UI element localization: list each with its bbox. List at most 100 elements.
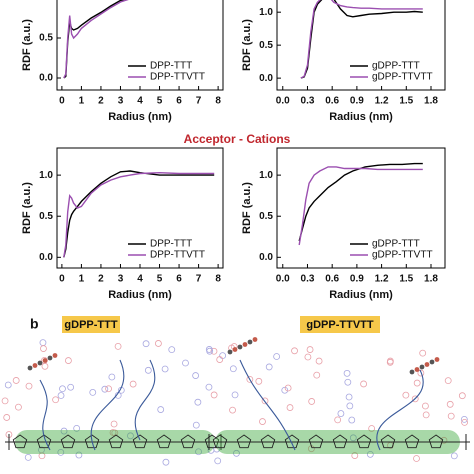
series-line bbox=[63, 170, 215, 258]
ring bbox=[108, 434, 124, 449]
ion bbox=[41, 362, 49, 370]
atom bbox=[37, 360, 43, 366]
x-tick-label: 2 bbox=[98, 96, 104, 107]
x-tick-label: 4 bbox=[137, 96, 143, 107]
plot-frame bbox=[276, 0, 446, 91]
ion bbox=[411, 395, 419, 403]
ion bbox=[192, 421, 200, 429]
ion bbox=[12, 377, 20, 384]
ion bbox=[351, 452, 359, 459]
ring bbox=[428, 434, 444, 449]
plot-frame bbox=[276, 147, 446, 269]
legend-label: DPP-TTT bbox=[150, 61, 192, 72]
ion bbox=[89, 389, 97, 396]
ion bbox=[419, 349, 427, 357]
x-tick-label: 6 bbox=[176, 96, 182, 107]
x-tick-label: 1.2 bbox=[375, 96, 389, 107]
atom bbox=[247, 339, 253, 345]
ion bbox=[343, 369, 351, 377]
ion bbox=[194, 398, 202, 406]
x-tick-label: 0 bbox=[59, 96, 65, 107]
y-tick-label: 0.0 bbox=[259, 252, 273, 263]
x-tick-label: 3 bbox=[118, 96, 124, 107]
x-tick-label: 0.6 bbox=[325, 96, 339, 107]
ion bbox=[40, 345, 47, 352]
x-tick-label: 0.0 bbox=[276, 96, 290, 107]
ion bbox=[168, 346, 176, 354]
ion bbox=[4, 381, 12, 389]
ion bbox=[161, 365, 169, 373]
atom bbox=[414, 367, 420, 372]
ion bbox=[105, 385, 112, 393]
ring bbox=[236, 434, 252, 449]
x-tick-label: 1 bbox=[79, 96, 85, 107]
x-tick-label: 0.9 bbox=[350, 96, 364, 107]
y-tick-label: 0.5 bbox=[39, 33, 53, 44]
x-axis-label: Radius (nm) bbox=[329, 289, 393, 301]
ion bbox=[144, 366, 152, 374]
ion bbox=[386, 358, 394, 366]
x-tick-label: 8 bbox=[215, 96, 221, 107]
side-chain bbox=[239, 359, 296, 451]
ring bbox=[204, 434, 220, 449]
x-tick-label: 5 bbox=[157, 274, 163, 285]
ring bbox=[212, 434, 228, 449]
molecule-diagram bbox=[1, 337, 470, 466]
series-line bbox=[298, 162, 423, 242]
ion bbox=[450, 452, 458, 460]
x-tick-label: 0.6 bbox=[325, 274, 339, 285]
ring bbox=[132, 434, 148, 449]
ion bbox=[157, 406, 165, 413]
ring bbox=[12, 434, 28, 449]
ring bbox=[60, 434, 76, 449]
ion bbox=[233, 449, 240, 457]
y-axis-label: RDF (a.u.) bbox=[241, 19, 253, 71]
ion bbox=[246, 375, 254, 383]
ring bbox=[156, 434, 172, 449]
x-tick-label: 0.3 bbox=[301, 96, 315, 107]
ion bbox=[142, 340, 150, 348]
ion bbox=[413, 455, 420, 462]
ring bbox=[180, 434, 196, 449]
y-axis-label: RDF (a.u.) bbox=[21, 19, 33, 71]
ion bbox=[127, 432, 134, 440]
ion bbox=[460, 415, 468, 423]
ion bbox=[195, 448, 202, 456]
ion bbox=[59, 385, 66, 393]
ion bbox=[38, 452, 46, 460]
ion bbox=[313, 371, 321, 379]
ion bbox=[231, 391, 239, 399]
ion bbox=[219, 352, 227, 360]
ion bbox=[348, 416, 356, 424]
ion bbox=[24, 453, 32, 461]
ion bbox=[368, 425, 376, 432]
molecule-label: gDPP-TTVTT bbox=[306, 319, 373, 331]
legend-label: DPP-TTVTT bbox=[150, 250, 205, 261]
x-tick-label: 1.5 bbox=[399, 274, 413, 285]
ion bbox=[281, 386, 289, 394]
x-axis-label: Radius (nm) bbox=[329, 111, 393, 123]
ion bbox=[25, 382, 33, 390]
x-tick-label: 0 bbox=[59, 274, 65, 285]
ion bbox=[67, 383, 75, 391]
legend-label: gDPP-TTVTT bbox=[372, 72, 433, 83]
ion bbox=[444, 377, 452, 385]
ion bbox=[60, 427, 68, 435]
ring bbox=[356, 434, 372, 449]
ion bbox=[1, 397, 9, 405]
legend-label: DPP-TTT bbox=[150, 239, 192, 250]
legend-label: gDPP-TTVTT bbox=[372, 250, 433, 261]
x-tick-label: 0.9 bbox=[350, 274, 364, 285]
ion bbox=[458, 392, 466, 400]
y-tick-label: 0.0 bbox=[259, 73, 273, 84]
x-axis-label: Radius (nm) bbox=[108, 289, 172, 301]
atom bbox=[409, 369, 415, 375]
ion bbox=[259, 418, 266, 425]
atom bbox=[227, 349, 233, 355]
ion bbox=[229, 406, 236, 414]
legend-label: DPP-TTVTT bbox=[150, 72, 205, 83]
ion bbox=[114, 342, 122, 350]
ion bbox=[308, 398, 316, 405]
ion bbox=[349, 434, 357, 442]
